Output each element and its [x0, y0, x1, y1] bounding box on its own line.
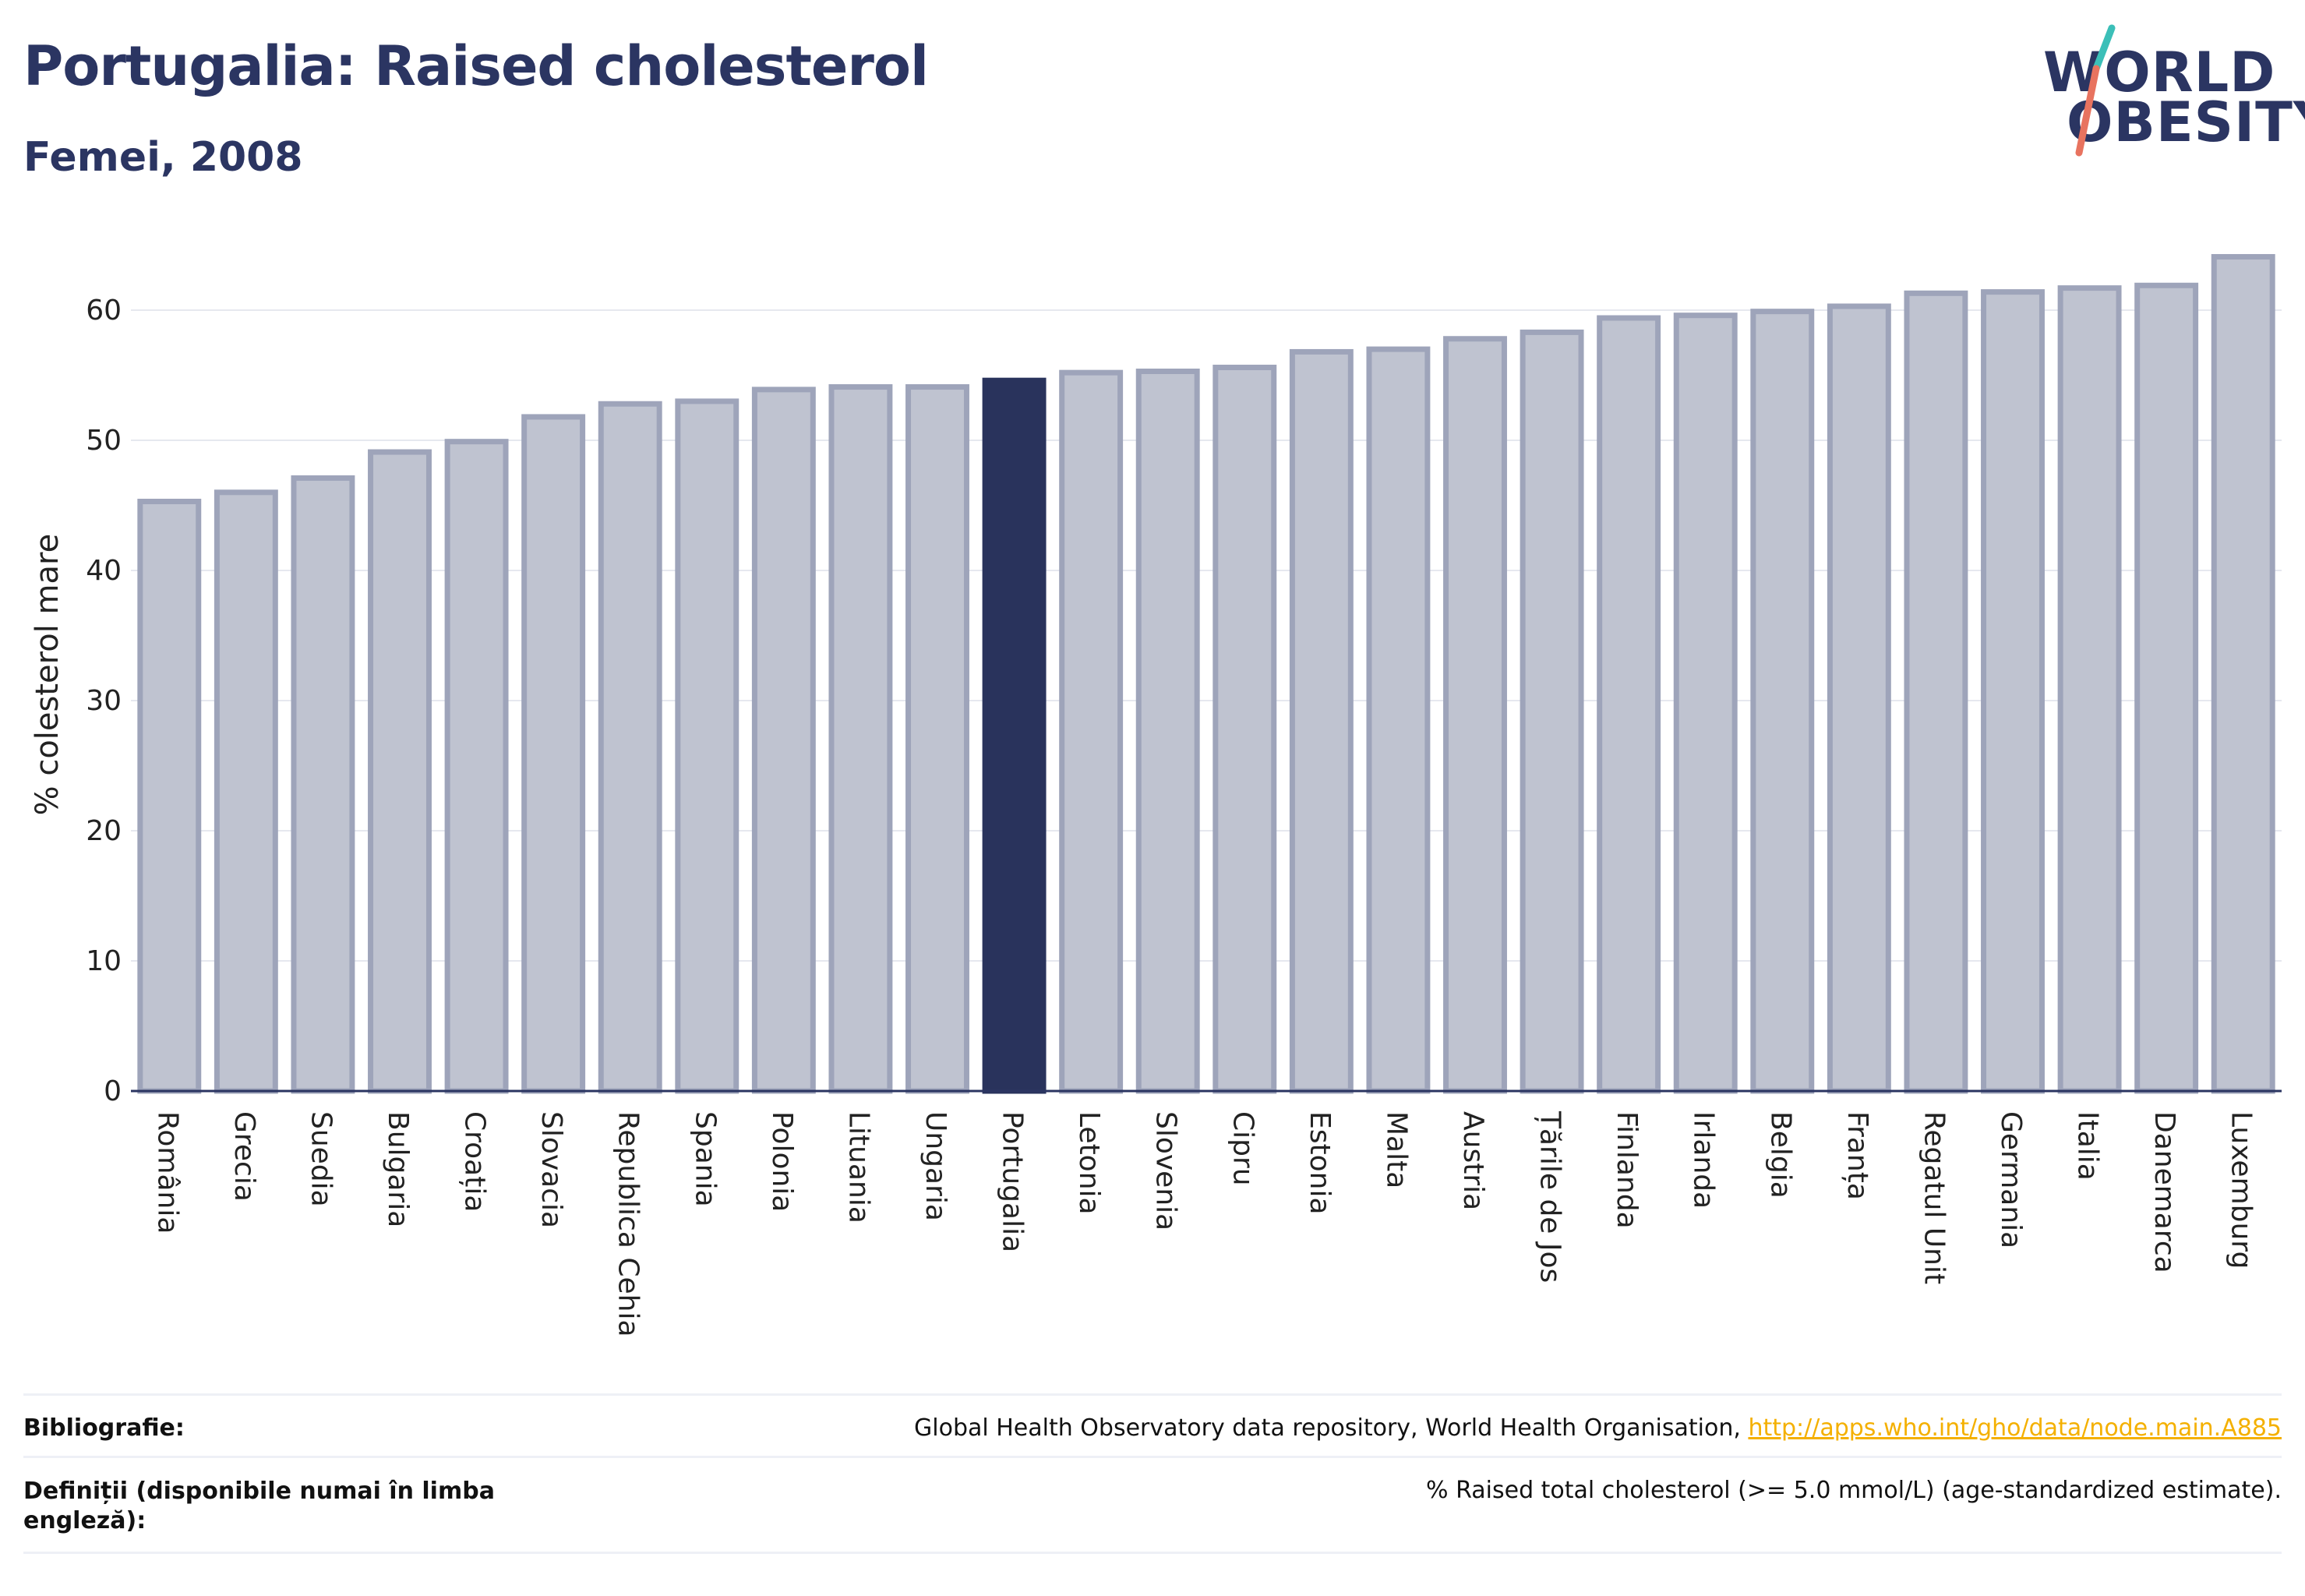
bar[interactable] [2211, 254, 2275, 1094]
bar[interactable] [291, 475, 355, 1094]
bar[interactable] [751, 387, 816, 1094]
bar[interactable] [1443, 336, 1507, 1094]
bar[interactable] [905, 384, 969, 1094]
bibliography-value: Global Health Observatory data repositor… [914, 1414, 2282, 1442]
x-tick-label: Franța [1841, 1111, 1873, 1200]
x-tick-label: Italia [2072, 1111, 2104, 1181]
y-tick-label: 20 [86, 815, 122, 847]
x-tick-label: Danemarca [2148, 1111, 2180, 1273]
x-tick-label: Malta [1380, 1111, 1412, 1188]
bar[interactable] [521, 414, 586, 1094]
bar[interactable] [828, 384, 893, 1094]
x-tick-label: Estonia [1304, 1111, 1336, 1215]
x-tick-label: Cipru [1227, 1111, 1258, 1186]
y-tick-label: 40 [86, 555, 122, 587]
x-tick-label: Germania [1995, 1111, 2027, 1248]
bar[interactable] [1213, 364, 1277, 1094]
y-tick-label: 60 [86, 295, 122, 327]
x-tick-label: Austria [1457, 1111, 1489, 1210]
y-tick-label: 50 [86, 425, 122, 457]
definitions-value: % Raised total cholesterol (>= 5.0 mmol/… [1426, 1477, 2282, 1504]
x-tick-label: Grecia [228, 1111, 260, 1202]
x-tick-label: Croația [459, 1111, 491, 1212]
y-axis-title: % colesterol mare [30, 534, 65, 816]
x-tick-label: Republica Cehia [612, 1111, 644, 1337]
y-axis-ticks: 0 10 20 30 40 50 60 [86, 295, 122, 1107]
bar[interactable] [1366, 346, 1431, 1094]
logo-word-obesity: OBESITY [2067, 90, 2305, 154]
bar[interactable] [2057, 285, 2122, 1094]
y-tick-label: 0 [104, 1075, 122, 1107]
x-tick-label: Letonia [1073, 1111, 1105, 1215]
x-tick-label: Suedia [305, 1111, 337, 1207]
bar[interactable] [1520, 329, 1584, 1094]
x-tick-label: România [151, 1111, 183, 1234]
bibliography-row: Bibliografie: Global Health Observatory … [23, 1393, 2282, 1456]
x-tick-label: Portugalia [997, 1111, 1029, 1252]
y-tick-label: 30 [86, 685, 122, 717]
bar[interactable] [1827, 303, 1891, 1094]
definitions-row: Definiții (disponibile numai în limba en… [23, 1456, 2282, 1554]
definitions-label: Definiții (disponibile numai în limba en… [23, 1478, 495, 1534]
bar[interactable] [675, 398, 740, 1094]
bar[interactable] [1673, 312, 1738, 1094]
bar[interactable] [1750, 309, 1815, 1094]
bar[interactable] [444, 439, 509, 1094]
bar[interactable] [1059, 369, 1124, 1094]
bar-highlighted[interactable] [982, 377, 1047, 1094]
bar[interactable] [1135, 368, 1200, 1094]
bar[interactable] [1597, 315, 1661, 1094]
bars [137, 254, 2275, 1094]
bar-chart: 0 10 20 30 40 50 60 România Grecia Suedia Bulgari… [30, 254, 2282, 1337]
bar[interactable] [137, 498, 202, 1094]
x-tick-label: Regatul Unit [1918, 1111, 1950, 1284]
x-tick-label: Lituania [842, 1111, 874, 1223]
x-tick-label: Polonia [766, 1111, 798, 1212]
x-tick-label: Slovacia [535, 1111, 567, 1228]
logo-word-world: WORLD [2043, 41, 2276, 104]
bibliography-link[interactable]: http://apps.who.int/gho/data/node.main.A… [1748, 1414, 2282, 1442]
chart-subtitle: Femei, 2008 [23, 134, 303, 181]
chart-title: Portugalia: Raised cholesterol [23, 34, 929, 98]
x-tick-label: Belgia [1764, 1111, 1796, 1199]
chart-footer: Bibliografie: Global Health Observatory … [23, 1393, 2282, 1554]
bibliography-text: Global Health Observatory data repositor… [914, 1414, 1749, 1442]
bar[interactable] [2134, 282, 2199, 1094]
x-tick-label: Ungaria [920, 1111, 951, 1221]
x-tick-label: Bulgaria [382, 1111, 414, 1227]
world-obesity-logo[interactable]: WORLD OBESITY [2034, 23, 2305, 164]
x-tick-label: Spania [689, 1111, 721, 1207]
x-tick-label: Luxemburg [2226, 1111, 2257, 1269]
x-axis-labels: România Grecia Suedia Bulgaria Croația Slovac… [151, 1110, 2257, 1337]
bar[interactable] [368, 449, 432, 1094]
x-tick-label: Slovenia [1150, 1111, 1182, 1231]
bar[interactable] [598, 401, 662, 1094]
bar[interactable] [1904, 290, 1968, 1094]
bar[interactable] [1289, 348, 1354, 1094]
logo-slash-icon [2075, 24, 2116, 157]
y-tick-label: 10 [86, 945, 122, 977]
bar[interactable] [214, 489, 278, 1094]
x-tick-label: Irlanda [1688, 1111, 1720, 1209]
bibliography-label: Bibliografie: [23, 1414, 185, 1442]
bar[interactable] [1981, 289, 2045, 1094]
x-tick-label: Finlanda [1611, 1111, 1643, 1229]
x-tick-label: Țările de Jos [1534, 1110, 1566, 1283]
